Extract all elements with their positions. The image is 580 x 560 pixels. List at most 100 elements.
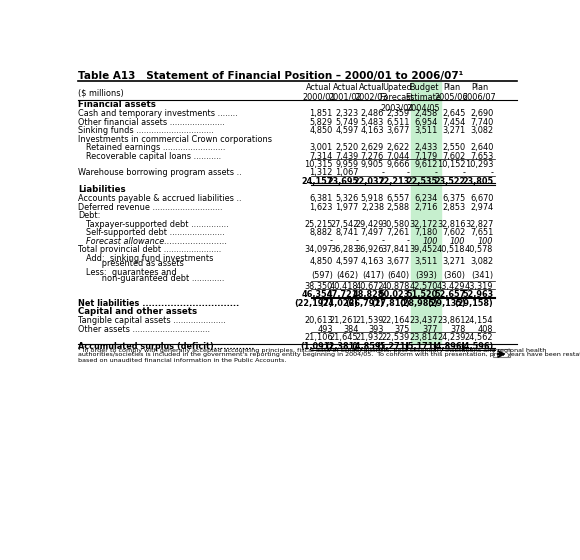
Text: ¹ In order to comply with generally accepted accounting principles, fiscal data : ¹ In order to comply with generally acce…: [78, 347, 546, 353]
Bar: [411, 82, 441, 100]
Text: Actual
2002/03: Actual 2002/03: [354, 83, 388, 102]
Text: Capital and other assets: Capital and other assets: [78, 307, 197, 316]
Text: 22,037: 22,037: [353, 177, 384, 186]
Text: (29,135): (29,135): [427, 299, 465, 308]
Text: 24,562: 24,562: [465, 333, 494, 342]
Text: based on unaudited financial information in the Public Accounts.: based on unaudited financial information…: [78, 358, 287, 363]
Text: 4,597: 4,597: [335, 256, 358, 265]
Text: Financial assets: Financial assets: [78, 100, 156, 109]
Text: 5,829: 5,829: [310, 118, 333, 127]
Text: 393: 393: [369, 325, 384, 334]
Text: 2,622: 2,622: [386, 143, 409, 152]
Text: 24,239: 24,239: [437, 333, 465, 342]
Text: 4,163: 4,163: [361, 256, 384, 265]
Text: 7,044: 7,044: [386, 152, 409, 161]
Text: (26,791): (26,791): [345, 299, 384, 308]
Text: 100: 100: [450, 237, 465, 246]
Text: 43,319: 43,319: [465, 282, 494, 291]
Text: (462): (462): [336, 271, 358, 280]
Text: 384: 384: [343, 325, 358, 334]
Text: 4,850: 4,850: [310, 256, 333, 265]
Text: 3,677: 3,677: [386, 126, 409, 135]
Text: 21,645: 21,645: [330, 333, 358, 342]
Text: (4,859): (4,859): [351, 342, 384, 351]
Text: 2,433: 2,433: [414, 143, 437, 152]
Text: Warehouse borrowing program assets ..: Warehouse borrowing program assets ..: [78, 169, 241, 178]
Text: 7,602: 7,602: [442, 152, 465, 161]
Text: 375: 375: [394, 325, 409, 334]
Text: Tangible capital assets .....................: Tangible capital assets ................…: [78, 316, 226, 325]
Text: authorities/societies is included in the government's reporting entity beginning: authorities/societies is included in the…: [78, 352, 580, 357]
Text: Deferred revenue ............................: Deferred revenue .......................…: [78, 203, 222, 212]
Text: 22,535: 22,535: [407, 177, 437, 186]
Text: 2,238: 2,238: [361, 203, 384, 212]
Text: 30,580: 30,580: [382, 220, 409, 228]
Text: 2,974: 2,974: [470, 203, 494, 212]
Text: (597): (597): [311, 271, 333, 280]
Text: 2,690: 2,690: [470, 109, 494, 118]
Text: 2,588: 2,588: [386, 203, 409, 212]
Text: 2,640: 2,640: [470, 143, 494, 152]
Text: 3,271: 3,271: [442, 126, 465, 135]
Text: 7,180: 7,180: [414, 228, 437, 237]
Text: 43,429: 43,429: [437, 282, 465, 291]
Text: 377: 377: [422, 325, 437, 334]
Text: 4,163: 4,163: [361, 126, 384, 135]
Text: -: -: [356, 237, 358, 246]
Text: Net liabilities ...............................: Net liabilities ........................…: [78, 299, 239, 308]
Text: 2,853: 2,853: [443, 203, 465, 212]
Text: 1,977: 1,977: [335, 203, 358, 212]
Text: 2,359: 2,359: [386, 109, 409, 118]
Text: 7,439: 7,439: [335, 152, 358, 161]
Text: 493: 493: [317, 325, 333, 334]
Text: Actual
2001/02: Actual 2001/02: [329, 83, 362, 102]
Text: -: -: [381, 237, 384, 246]
Text: 3,001: 3,001: [310, 143, 333, 152]
Text: (24,026): (24,026): [320, 299, 358, 308]
Text: 7,602: 7,602: [442, 228, 465, 237]
Text: Upated
Forecast
2003/04: Upated Forecast 2003/04: [379, 83, 414, 113]
Text: 10,152: 10,152: [437, 160, 465, 169]
Text: -: -: [463, 169, 465, 178]
Text: 22,213: 22,213: [379, 177, 409, 186]
Text: presented as assets: presented as assets: [86, 259, 183, 268]
Text: -: -: [491, 169, 494, 178]
Text: (5,271): (5,271): [376, 342, 409, 351]
Text: (28,985): (28,985): [399, 299, 437, 308]
Text: 6,375: 6,375: [442, 194, 465, 203]
Text: 6,670: 6,670: [470, 194, 494, 203]
Text: 5,918: 5,918: [361, 194, 384, 203]
Text: 5,326: 5,326: [335, 194, 358, 203]
Text: 23,437: 23,437: [409, 316, 437, 325]
Text: -: -: [434, 169, 437, 178]
Text: 1,067: 1,067: [335, 169, 358, 178]
Text: (22,197): (22,197): [294, 299, 333, 308]
Text: 3,082: 3,082: [470, 126, 494, 135]
Text: 40,518: 40,518: [437, 245, 465, 254]
Text: 23,861: 23,861: [437, 316, 465, 325]
Text: 24,157: 24,157: [302, 177, 333, 186]
Text: (393): (393): [416, 271, 437, 280]
Text: 7,314: 7,314: [310, 152, 333, 161]
Text: Retained earnings .........................: Retained earnings ......................…: [86, 143, 225, 152]
Text: -: -: [381, 169, 384, 178]
Text: 6,954: 6,954: [414, 118, 437, 127]
Text: 3,082: 3,082: [470, 256, 494, 265]
Text: Self-supported debt ......................: Self-supported debt ....................…: [86, 228, 224, 237]
Text: 47,721: 47,721: [327, 291, 358, 300]
Text: 7,651: 7,651: [470, 228, 494, 237]
Text: 2,458: 2,458: [414, 109, 437, 118]
Text: 7,740: 7,740: [470, 118, 494, 127]
Text: 5,749: 5,749: [335, 118, 358, 127]
Text: 23,522: 23,522: [434, 177, 465, 186]
Text: Plan
2006/07: Plan 2006/07: [463, 83, 496, 102]
Text: 22,164: 22,164: [381, 316, 409, 325]
Text: Plan
2005/06: Plan 2005/06: [434, 83, 468, 102]
Text: Sinking funds ...............................: Sinking funds ..........................…: [78, 126, 213, 135]
Text: 6,557: 6,557: [386, 194, 409, 203]
Text: (27,810): (27,810): [371, 299, 409, 308]
Text: Other assets ...............................: Other assets ...........................…: [78, 325, 210, 334]
Text: 48,828: 48,828: [353, 291, 384, 300]
Text: Recoverable capital loans ...........: Recoverable capital loans ...........: [86, 152, 221, 161]
Text: 9,612: 9,612: [414, 160, 437, 169]
